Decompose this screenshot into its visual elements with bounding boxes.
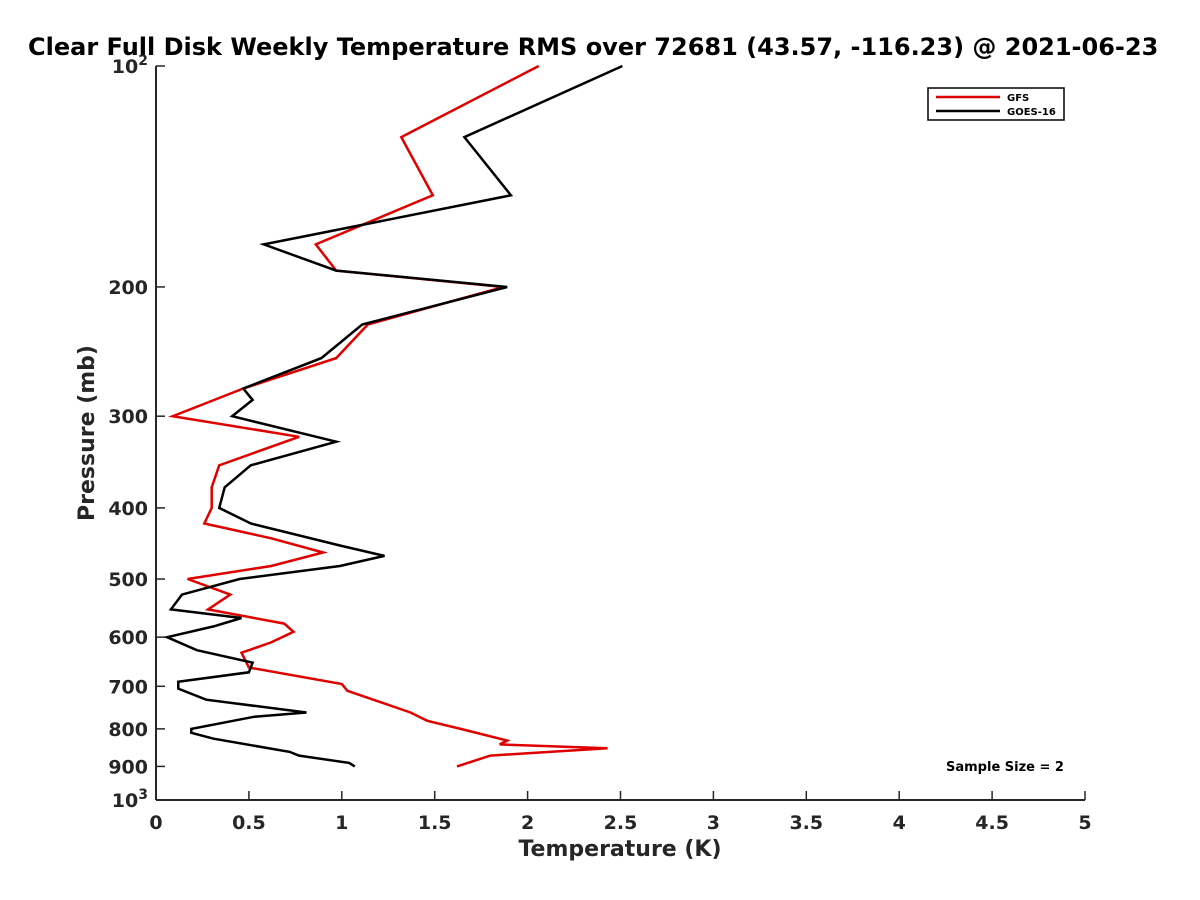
- series-line-gfs: [168, 64, 608, 768]
- x-tick-label: 0.5: [232, 812, 266, 834]
- y-tick-label: 300: [108, 406, 148, 428]
- chart-title: Clear Full Disk Weekly Temperature RMS o…: [28, 33, 1158, 61]
- x-tick-label: 2.5: [604, 812, 638, 834]
- y-tick-label: 600: [108, 627, 148, 649]
- y-axis-ticks: 102 200 300 400 500 600 700 800 900 103: [108, 53, 165, 812]
- x-tick-label: 4: [893, 812, 906, 834]
- sample-size-annotation: Sample Size = 2: [946, 760, 1064, 775]
- legend-label-goes16: GOES-16: [1007, 107, 1056, 118]
- x-tick-label: 3.5: [789, 812, 823, 834]
- y-axis-label: Pressure (mb): [75, 345, 100, 521]
- series-layer: [163, 64, 623, 768]
- y-tick-label: 800: [108, 719, 148, 741]
- plot-area: 0 0.5 1 1.5 2 2.5 3 3.5 4 4.5 5 102 200 300 400 500 600…: [108, 53, 1091, 834]
- x-tick-label: 4.5: [975, 812, 1009, 834]
- y-tick-label: 500: [108, 569, 148, 591]
- x-tick-label: 0: [149, 812, 162, 834]
- y-tick-label: 103: [112, 787, 148, 812]
- legend: GFS GOES-16: [927, 87, 1065, 121]
- x-tick-label: 2: [521, 812, 534, 834]
- legend-box: [927, 87, 1065, 121]
- series-line-goes16: [163, 64, 623, 768]
- y-tick-label: 900: [108, 756, 148, 778]
- y-tick-label: 200: [108, 277, 148, 299]
- x-axis-ticks: 0 0.5 1 1.5 2 2.5 3 3.5 4 4.5 5: [149, 791, 1092, 834]
- x-tick-label: 1: [335, 812, 348, 834]
- x-tick-label: 1.5: [418, 812, 452, 834]
- y-tick-label: 102: [112, 53, 148, 78]
- x-tick-label: 5: [1078, 812, 1091, 834]
- y-tick-label: 700: [108, 676, 148, 698]
- y-tick-label: 400: [108, 498, 148, 520]
- x-axis-label: Temperature (K): [518, 837, 721, 862]
- legend-label-gfs: GFS: [1007, 93, 1029, 104]
- x-tick-label: 3: [707, 812, 720, 834]
